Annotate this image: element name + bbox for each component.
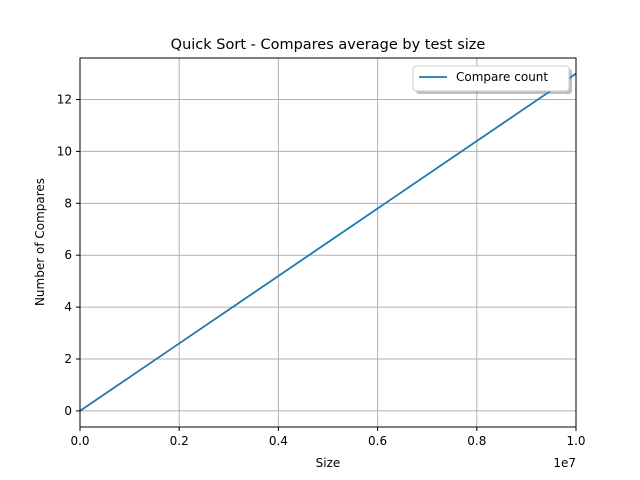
x-tick-label: 0.2 bbox=[170, 434, 189, 448]
y-tick-label: 8 bbox=[64, 196, 72, 210]
chart-title: Quick Sort - Compares average by test si… bbox=[171, 37, 486, 53]
y-tick-label: 0 bbox=[64, 404, 72, 418]
legend-box bbox=[412, 65, 570, 92]
plot-frame bbox=[79, 57, 577, 428]
x-tick-label: 1.0 bbox=[566, 434, 585, 448]
y-tick-label: 6 bbox=[64, 248, 72, 262]
y-axis-ticks: 0 2 4 6 8 10 12 bbox=[57, 93, 80, 418]
y-tick-label: 12 bbox=[57, 93, 72, 107]
x-tick-label: 0.8 bbox=[467, 434, 486, 448]
series-layer bbox=[79, 72, 577, 412]
x-axis-title: Size bbox=[316, 456, 341, 470]
series-line bbox=[79, 72, 577, 412]
x-tick-label: 0.6 bbox=[368, 434, 387, 448]
x-axis-ticks: 0.0 0.2 0.4 0.6 0.8 1.0 bbox=[70, 427, 586, 448]
y-tick-label: 4 bbox=[64, 300, 72, 314]
x-tick-label: 0.4 bbox=[269, 434, 288, 448]
legend-label: Compare count bbox=[456, 70, 548, 84]
y-tick-label: 2 bbox=[64, 352, 72, 366]
y-tick-label: 10 bbox=[57, 144, 72, 158]
y-axis-title: Number of Compares bbox=[33, 178, 47, 306]
legend: Compare count bbox=[412, 65, 572, 94]
x-tick-label: 0.0 bbox=[70, 434, 89, 448]
x-axis-offset-label: 1e7 bbox=[553, 456, 576, 470]
